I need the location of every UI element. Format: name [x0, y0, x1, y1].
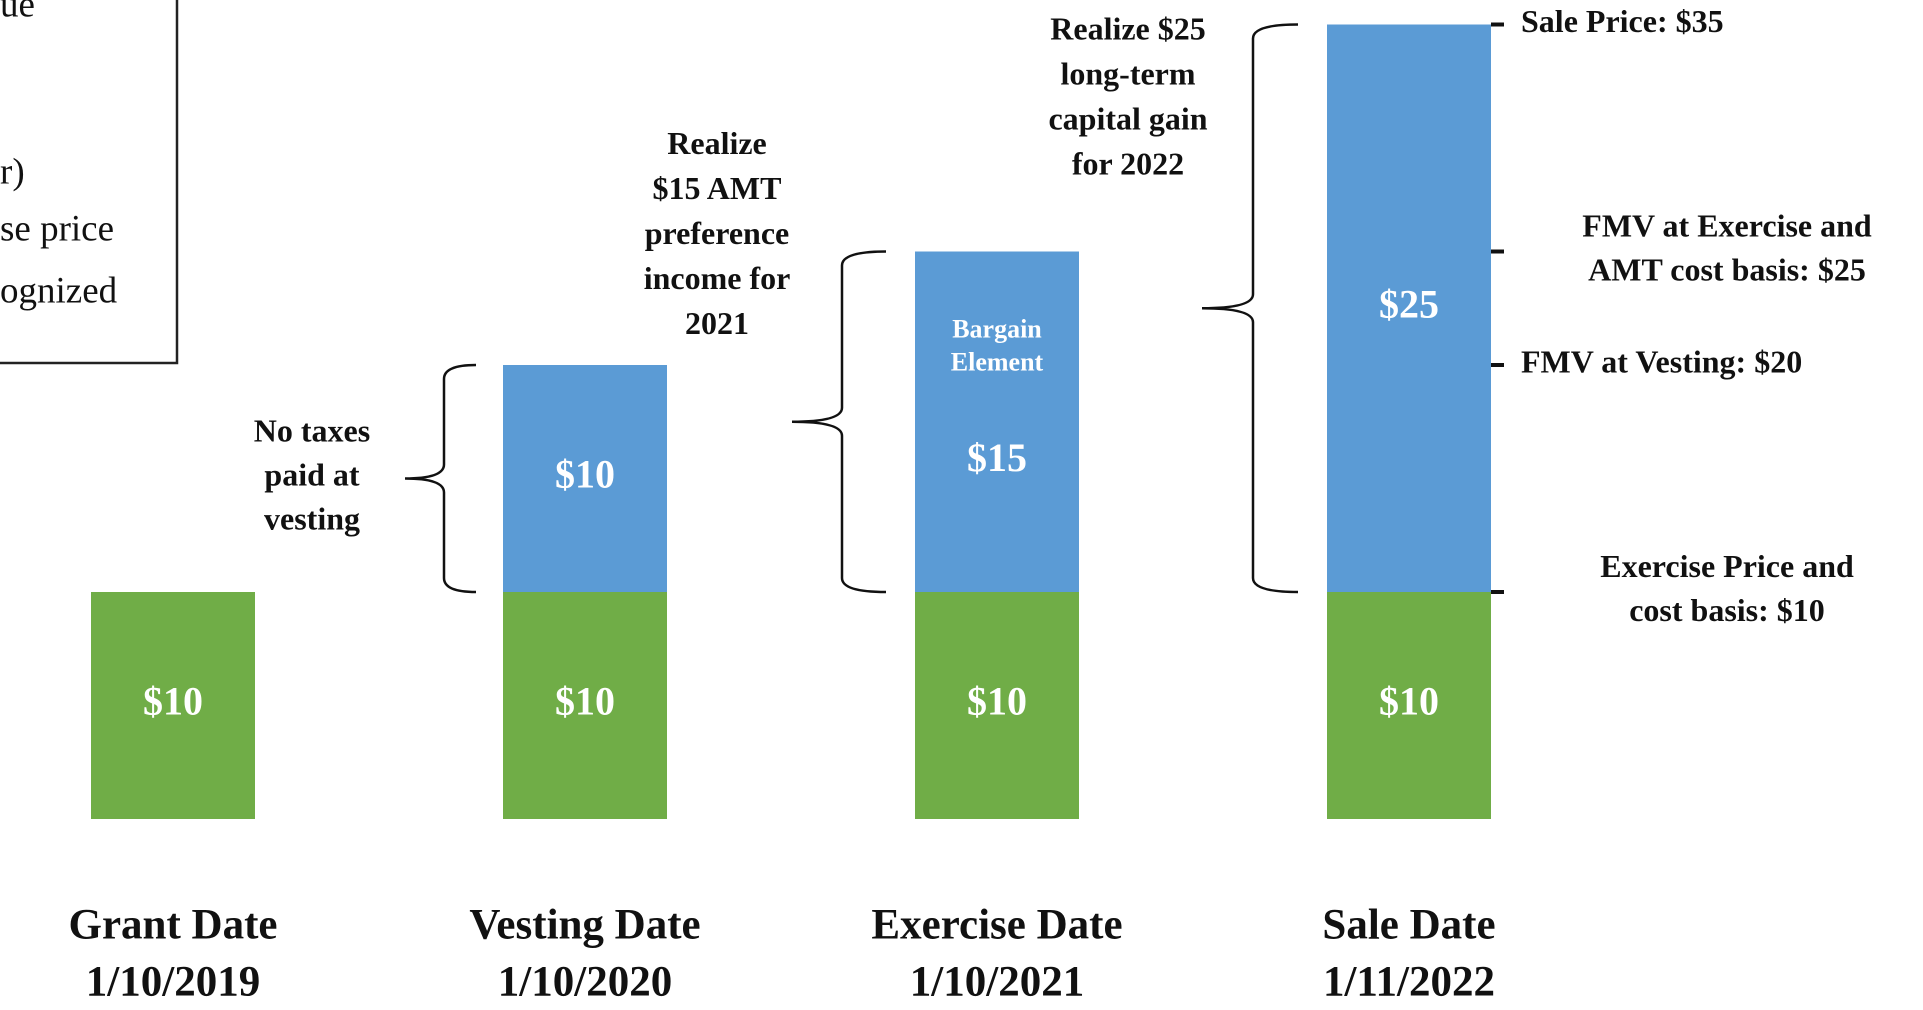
x-tick-label: Sale Date 1/11/2022: [1322, 901, 1495, 1005]
value-label: $10: [1379, 679, 1439, 724]
bar-segment: [915, 592, 1079, 819]
value-label: $25: [1379, 281, 1439, 326]
note-box: [0, 0, 179, 365]
value-label: $10: [967, 679, 1027, 724]
value-label: $10: [555, 679, 615, 724]
note-text: r): [0, 151, 25, 192]
tick-label: FMV at Exercise and AMT cost basis: $25: [1582, 208, 1872, 288]
note-text: ognized: [0, 270, 118, 311]
bar-segment: [91, 592, 255, 819]
x-tick-label: Grant Date 1/10/2019: [69, 901, 278, 1005]
tick-label: Sale Price: $35: [1521, 3, 1724, 39]
tick-label: Exercise Price and cost basis: $10: [1600, 548, 1854, 628]
brace: [1201, 23, 1299, 594]
inner-label: Bargain Element: [951, 314, 1044, 376]
brace: [791, 250, 887, 594]
bar-segment: [503, 365, 667, 592]
bar-segment: [1327, 592, 1491, 819]
annotation: No taxes paid at vesting: [254, 413, 370, 537]
bar-segment: [1327, 24, 1491, 592]
value-label: $15: [967, 435, 1027, 480]
annotation: Realize $15 AMT preference income for 2021: [644, 125, 791, 341]
x-tick-label: Vesting Date 1/10/2020: [469, 901, 700, 1005]
annotation: Realize $25 long-term capital gain for 2022: [1048, 11, 1207, 182]
brace: [404, 363, 477, 594]
bar-segment: [503, 592, 667, 819]
note-text: ue: [0, 0, 35, 25]
note-text: se price: [0, 208, 114, 249]
bar-segment: [915, 251, 1079, 592]
x-tick-label: Exercise Date 1/10/2021: [871, 901, 1122, 1005]
tick-label: FMV at Vesting: $20: [1521, 343, 1802, 379]
value-label: $10: [143, 679, 203, 724]
value-label: $10: [555, 452, 615, 497]
